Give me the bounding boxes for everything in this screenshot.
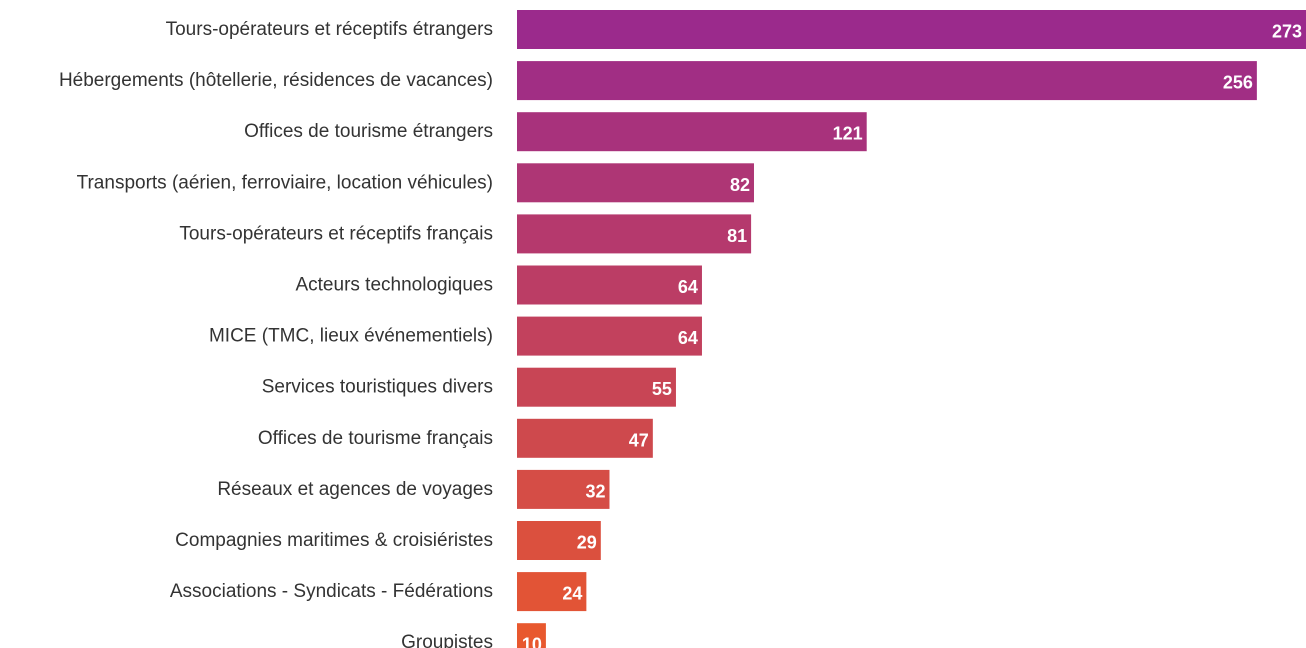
bar bbox=[517, 214, 752, 254]
category-label: Réseaux et agences de voyages bbox=[217, 479, 493, 500]
value-label: 10 bbox=[522, 635, 542, 648]
category-label: Tours-opérateurs et réceptifs français bbox=[179, 223, 493, 244]
bar bbox=[517, 367, 676, 407]
value-label: 64 bbox=[678, 328, 698, 348]
category-label: Offices de tourisme étrangers bbox=[244, 121, 493, 142]
bar bbox=[517, 418, 653, 458]
value-label: 29 bbox=[577, 533, 597, 553]
value-label: 24 bbox=[562, 584, 582, 604]
value-label: 64 bbox=[678, 277, 698, 297]
category-label: Transports (aérien, ferroviaire, locatio… bbox=[77, 172, 493, 193]
category-label: Acteurs technologiques bbox=[295, 275, 493, 296]
value-label: 55 bbox=[652, 379, 672, 399]
value-label: 81 bbox=[727, 226, 747, 246]
value-label: 121 bbox=[833, 124, 863, 144]
value-label: 32 bbox=[585, 481, 605, 501]
bar bbox=[517, 469, 610, 509]
value-label: 273 bbox=[1272, 22, 1302, 42]
category-label: MICE (TMC, lieux événementiels) bbox=[209, 326, 493, 347]
category-label: Offices de tourisme français bbox=[258, 428, 493, 449]
value-label: 82 bbox=[730, 175, 750, 195]
bar bbox=[517, 265, 702, 305]
bar bbox=[517, 61, 1257, 101]
category-label: Associations - Syndicats - Fédérations bbox=[170, 581, 493, 602]
bar bbox=[517, 163, 754, 203]
bar bbox=[517, 521, 601, 560]
bar bbox=[517, 10, 1306, 49]
value-label: 47 bbox=[629, 430, 649, 450]
category-label: Services touristiques divers bbox=[262, 377, 493, 398]
value-label: 256 bbox=[1223, 73, 1253, 93]
bar bbox=[517, 316, 702, 356]
bar bbox=[517, 572, 587, 612]
bar bbox=[517, 623, 546, 648]
category-label: Hébergements (hôtellerie, résidences de … bbox=[59, 70, 493, 91]
bar bbox=[517, 112, 867, 152]
category-label: Compagnies maritimes & croisiéristes bbox=[175, 530, 493, 551]
category-label: Tours-opérateurs et réceptifs étrangers bbox=[166, 19, 493, 40]
category-label: Groupistes bbox=[401, 632, 493, 648]
